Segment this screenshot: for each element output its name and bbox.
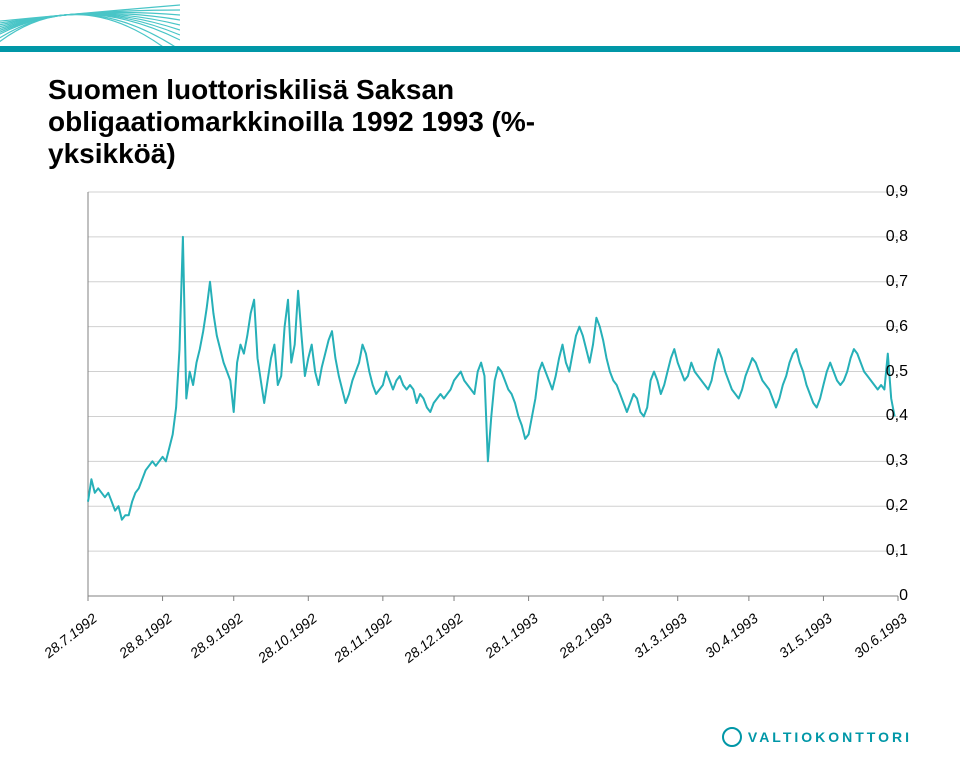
y-tick-label: 0,9 (874, 183, 908, 201)
y-tick-label: 0,8 (874, 228, 908, 246)
y-tick-label: 0,3 (874, 452, 908, 470)
logo-text: VALTIOKONTTORI (748, 729, 912, 745)
y-tick-label: 0,1 (874, 542, 908, 560)
chart-title-line-2: obligaatiomarkkinoilla 1992 1993 (%- (48, 106, 748, 138)
chart-title-line-1: Suomen luottoriskilisä Saksan (48, 74, 748, 106)
y-tick-label: 0,6 (874, 318, 908, 336)
logo-icon (722, 727, 742, 747)
header-decoration (0, 0, 180, 60)
y-tick-label: 0 (874, 587, 908, 605)
y-tick-label: 0,5 (874, 363, 908, 381)
y-tick-label: 0,4 (874, 407, 908, 425)
header-stripe (0, 46, 960, 52)
line-chart: 00,10,20,30,40,50,60,70,80,9 28.7.199228… (48, 186, 908, 666)
y-tick-label: 0,7 (874, 273, 908, 291)
chart-title-line-3: yksikköä) (48, 138, 748, 170)
y-tick-label: 0,2 (874, 497, 908, 515)
logo: VALTIOKONTTORI (722, 727, 912, 747)
